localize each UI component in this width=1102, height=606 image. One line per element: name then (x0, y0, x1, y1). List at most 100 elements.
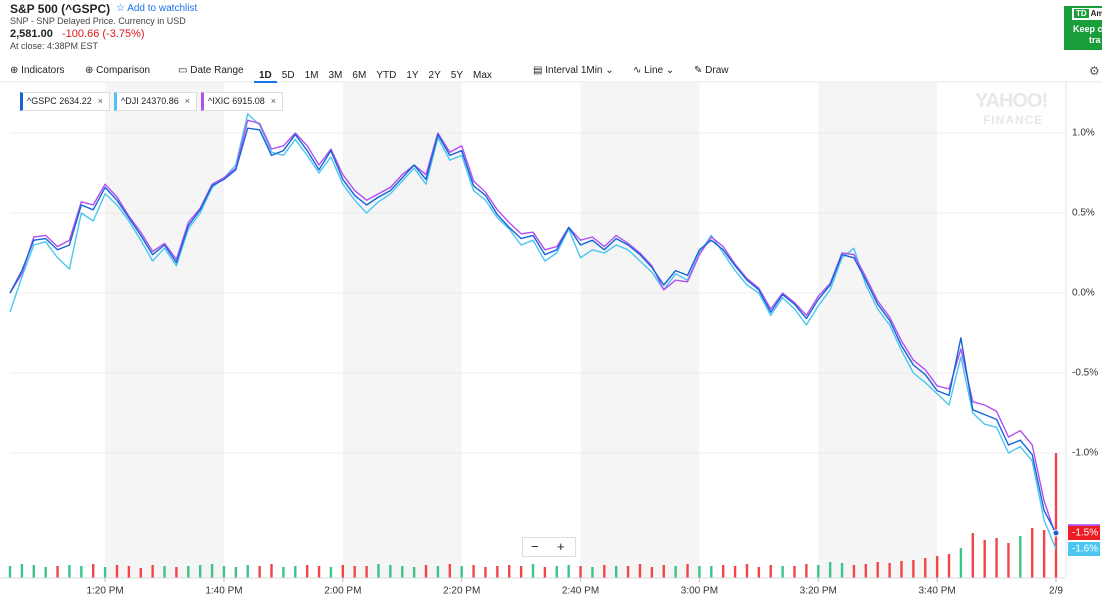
volume-bar (246, 565, 249, 578)
zoom-in[interactable]: + (557, 539, 565, 554)
indicators[interactable]: ⊕ Indicators (10, 65, 65, 76)
ad-line[interactable]: tra (1089, 35, 1101, 45)
volume-bar (650, 567, 654, 578)
volume-bar (56, 566, 59, 578)
range-button[interactable]: 6M (352, 70, 367, 81)
last-point (1052, 529, 1060, 537)
volume-bar (591, 567, 594, 578)
volume-bar (103, 567, 107, 578)
volume-bar (8, 566, 12, 578)
range-button[interactable]: 2Y (428, 70, 441, 81)
volume-bar (222, 566, 226, 578)
volume-bar (270, 564, 273, 578)
ad-brand-text[interactable]: Am (1090, 9, 1102, 18)
ad-line[interactable]: Keep c (1073, 24, 1102, 34)
y-tick-label: 0.5% (1072, 208, 1095, 219)
range-button[interactable]: Max (473, 70, 492, 81)
x-tick-label: 1:20 PM (86, 586, 123, 597)
volume-bar (531, 564, 535, 578)
draw-label[interactable]: Draw (705, 65, 729, 76)
legend-chip[interactable]: ^DJI 24370.86 × (114, 92, 198, 111)
volume-bar (721, 565, 725, 578)
volume-bar (329, 567, 333, 578)
x-tick-label: 1:40 PM (205, 586, 242, 597)
x-tick-label: 2/9 (1049, 586, 1063, 597)
draw[interactable]: ✎ Draw (694, 65, 729, 76)
volume-bar (163, 566, 166, 578)
legend-remove[interactable]: × (97, 96, 104, 106)
volume-bar (80, 566, 83, 578)
range-button[interactable]: 1Y (406, 70, 419, 81)
volume-bar (579, 566, 582, 578)
range-button[interactable]: 5D (281, 70, 295, 81)
watchlist-label[interactable]: Add to watchlist (127, 3, 198, 14)
legend-chip[interactable]: ^IXIC 6915.08 × (201, 92, 284, 111)
volume-bar (365, 566, 368, 578)
range-button[interactable]: 1D (254, 70, 277, 83)
volume-bar (698, 566, 701, 578)
volume-bar (389, 565, 392, 578)
legend-chip[interactable]: ^GSPC 2634.22 × (20, 92, 111, 111)
range-button[interactable]: 1M (304, 70, 319, 81)
date-range[interactable]: ▭ Date Range (178, 65, 244, 76)
volume-bar (401, 566, 404, 578)
volume-bar (555, 566, 558, 578)
volume-bar (710, 566, 713, 578)
line-label[interactable]: Line (644, 65, 664, 76)
volume-bar (115, 565, 119, 578)
legend-remove[interactable]: × (270, 96, 277, 106)
series-line (9, 127, 1057, 534)
volume-bar (436, 566, 440, 578)
line-type[interactable]: ∿ Line ⌄ (633, 65, 675, 76)
interval-label[interactable]: Interval (545, 65, 579, 76)
range-button[interactable]: 3M (328, 70, 343, 81)
interval-value[interactable]: 1Min (580, 65, 603, 76)
watchlist[interactable]: ☆ Add to watchlist (116, 3, 198, 14)
subtitle: SNP - SNP Delayed Price. Currency in USD (10, 16, 186, 26)
volume-bar (543, 567, 547, 578)
zoom-out[interactable]: − (531, 539, 539, 554)
x-tick-label: 2:40 PM (562, 586, 599, 597)
ad[interactable]: TD Am Keep c tra (1064, 6, 1102, 50)
range-button[interactable]: 5Y (450, 70, 464, 81)
legend-name[interactable]: ^IXIC (208, 96, 230, 106)
volume-bar (412, 567, 416, 578)
settings[interactable]: ⚙ (1089, 64, 1100, 78)
x-tick-label: 2:20 PM (443, 586, 480, 597)
volume-bar (888, 563, 891, 578)
volume-bar (817, 565, 820, 578)
date-range-label[interactable]: Date Range (190, 65, 244, 76)
comparison[interactable]: ⊕ Comparison (85, 65, 151, 76)
x-tick-label: 2:00 PM (324, 586, 361, 597)
range-button[interactable]: YTD (376, 70, 397, 81)
volume-bar (805, 564, 808, 578)
volume-bar (912, 560, 915, 578)
legend-name[interactable]: ^GSPC (27, 96, 57, 106)
volume-bar (341, 565, 345, 578)
ad-brand[interactable]: TD Am (1072, 8, 1102, 20)
volume-bar (210, 564, 214, 578)
comparison-label[interactable]: Comparison (96, 65, 151, 76)
y-tick-label: 0.0% (1072, 288, 1095, 299)
interval[interactable]: ▤ Interval 1Min ⌄ (533, 65, 614, 76)
legend-price[interactable]: 6915.08 (232, 96, 265, 106)
watermark: FINANCE (983, 113, 1044, 127)
volume-bar (757, 567, 761, 578)
legend-price[interactable]: 24370.86 (141, 96, 179, 106)
volume-bar (294, 566, 297, 578)
y-tick-label: -1.0% (1072, 448, 1098, 459)
end-label: -1.5% (1072, 528, 1098, 539)
volume-bar (508, 565, 511, 578)
volume-bar (626, 566, 630, 578)
legend-price[interactable]: 2634.22 (59, 96, 92, 106)
volume-bar (840, 563, 844, 578)
legend-name[interactable]: ^DJI (121, 96, 139, 106)
legend-remove[interactable]: × (184, 96, 191, 106)
volume-bar (793, 566, 796, 578)
indicators-label[interactable]: Indicators (21, 65, 65, 76)
x-tick-label: 3:20 PM (800, 586, 837, 597)
volume-bar (567, 565, 570, 578)
volume-bar (377, 564, 380, 578)
y-tick-label: -0.5% (1072, 368, 1098, 379)
volume-bar (424, 565, 428, 578)
